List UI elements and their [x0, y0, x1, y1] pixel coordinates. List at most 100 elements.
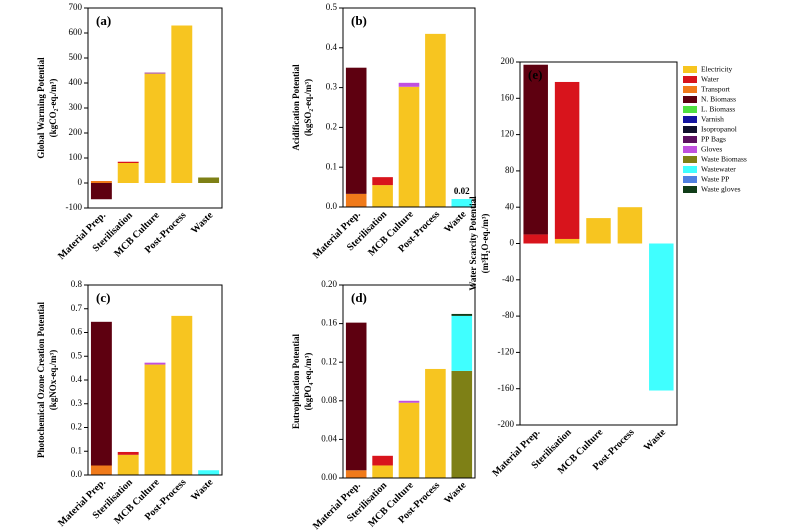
legend-label: L. Biomass — [701, 105, 735, 114]
legend-swatch — [683, 116, 697, 123]
bar-segment — [144, 72, 166, 74]
y-tick-label: 0 — [78, 177, 83, 187]
y-tick-label: 0.12 — [321, 356, 337, 366]
y-axis-label: (m³H₂O-eq./m³) — [480, 214, 490, 274]
y-tick-label: 40 — [505, 201, 515, 211]
y-tick-label: 0.0 — [71, 469, 83, 479]
y-tick-label: 0 — [510, 238, 515, 248]
legend-label: Isopropanol — [701, 125, 737, 134]
legend-label: N. Biomass — [701, 95, 736, 104]
bar-segment — [617, 207, 643, 244]
bar-segment — [90, 181, 112, 183]
bar-segment — [586, 218, 611, 244]
bar-segment — [117, 454, 139, 475]
bar-segment — [554, 238, 580, 244]
value-label: 0.02 — [454, 186, 470, 196]
bar-segment — [398, 400, 420, 403]
y-tick-label: -40 — [502, 274, 514, 284]
bar-segment — [198, 177, 220, 183]
legend-swatch — [683, 146, 697, 153]
y-tick-label: 0.3 — [326, 82, 338, 92]
y-tick-label: 0.04 — [321, 433, 337, 443]
bar-segment — [398, 402, 420, 478]
y-tick-label: 200 — [69, 127, 83, 137]
panel-label: (a) — [96, 13, 111, 28]
bar-segment — [198, 470, 220, 475]
y-tick-label: 500 — [69, 52, 83, 62]
legend-swatch — [683, 76, 697, 83]
y-tick-label: 0.1 — [71, 445, 82, 455]
plot-frame — [342, 284, 476, 479]
y-tick-label: 0.5 — [71, 350, 83, 360]
legend-swatch — [683, 166, 697, 173]
bar-segment — [451, 315, 473, 371]
bar-segment — [372, 177, 393, 186]
bar-segment — [171, 315, 193, 475]
y-tick-label: -80 — [502, 310, 514, 320]
y-tick-label: 0.5 — [326, 2, 338, 12]
bar-segment — [90, 183, 112, 200]
y-tick-label: 200 — [501, 56, 515, 66]
legend-swatch — [683, 96, 697, 103]
legend-swatch — [683, 176, 697, 183]
y-tick-label: 0.3 — [71, 398, 83, 408]
legend-swatch — [683, 106, 697, 113]
x-tick-label: Material Prep. — [490, 427, 542, 479]
y-tick-label: 0.4 — [71, 374, 83, 384]
y-tick-label: 0.2 — [71, 422, 82, 432]
legend-swatch — [683, 156, 697, 163]
x-tick-label: Waste — [442, 209, 469, 236]
panel-label: (b) — [351, 13, 367, 28]
panel-label: (d) — [351, 290, 367, 305]
y-tick-label: 160 — [501, 92, 515, 102]
y-tick-label: 400 — [69, 77, 83, 87]
legend-label: Electricity — [701, 65, 732, 74]
legend-swatch — [683, 66, 697, 73]
bar-segment — [425, 33, 446, 208]
legend-swatch — [683, 136, 697, 143]
y-tick-label: 0.6 — [71, 327, 83, 337]
legend-label: PP Bags — [701, 135, 726, 144]
y-tick-label: 0.8 — [71, 279, 83, 289]
bar-segment — [144, 73, 166, 183]
y-tick-label: 0.4 — [326, 42, 338, 52]
plot-frame — [519, 61, 678, 426]
x-tick-label: Waste — [189, 477, 216, 504]
bar-segment — [345, 322, 367, 471]
bar-segment — [372, 185, 393, 207]
y-axis-label: Water Scarcity Potential — [468, 196, 478, 291]
bar-segment — [117, 161, 139, 163]
bar-segment — [523, 64, 548, 235]
bar-segment — [345, 193, 367, 207]
legend-label: Waste PP — [701, 175, 729, 184]
y-axis-label: Eutrophication Potential — [291, 333, 301, 429]
x-tick-label: Waste — [189, 210, 216, 237]
legend-swatch — [683, 126, 697, 133]
plot-frame — [342, 7, 476, 208]
bar-segment — [90, 465, 112, 475]
legend-label: Water — [701, 75, 719, 84]
y-tick-label: -100 — [66, 202, 83, 212]
bar-segment — [144, 364, 166, 475]
bar-segment — [90, 321, 112, 466]
x-tick-label: Waste — [642, 427, 669, 454]
legend-label: Transport — [701, 85, 731, 94]
y-axis-label: Global Warming Potential — [36, 57, 46, 159]
bar-segment — [372, 465, 393, 478]
plot-frame — [87, 284, 223, 476]
bar-segment — [523, 234, 548, 244]
y-tick-label: 0.08 — [321, 395, 337, 405]
y-tick-label: 0.16 — [321, 318, 337, 328]
y-tick-label: 700 — [69, 2, 83, 12]
plot-frame — [87, 7, 223, 209]
y-tick-label: 0.7 — [71, 303, 83, 313]
bar-segment — [425, 368, 446, 478]
y-tick-label: -160 — [498, 383, 515, 393]
bar-segment — [398, 86, 420, 207]
bar-segment — [649, 243, 674, 391]
y-axis-label: Acidification Potential — [291, 64, 301, 151]
bar-segment — [144, 362, 166, 365]
y-tick-label: 120 — [501, 129, 515, 139]
y-axis-label: Photochemical Ozone Creation Potential — [36, 301, 46, 458]
